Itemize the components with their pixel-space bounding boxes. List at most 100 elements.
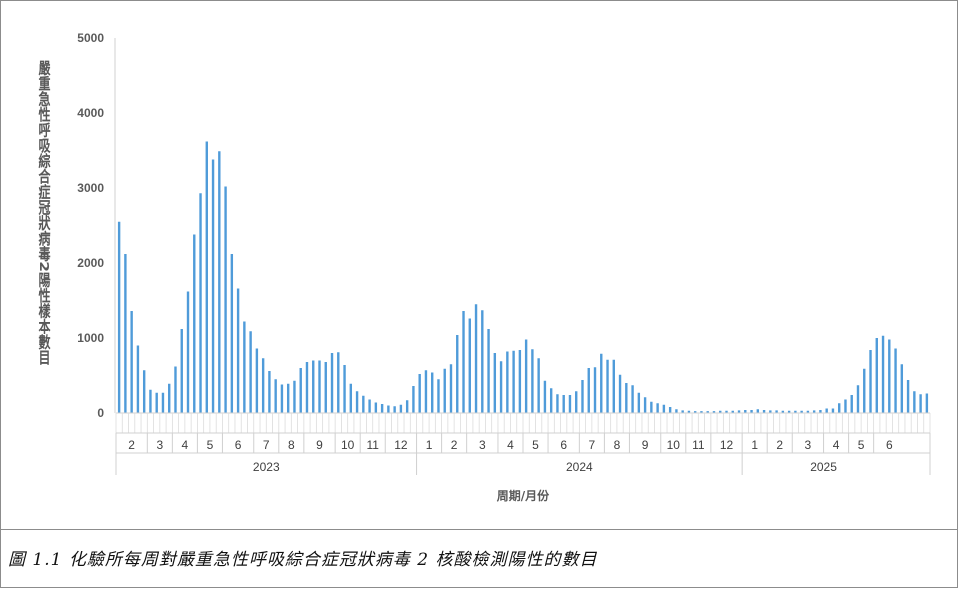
bar <box>825 408 828 413</box>
bar <box>261 358 265 413</box>
bar <box>894 348 897 413</box>
y-axis-label: 嚴重急性呼吸綜合症冠狀病毒2陽性樣本數目 <box>37 59 51 365</box>
bar <box>731 410 734 413</box>
month-tick-label: 2 <box>776 438 783 452</box>
bar <box>437 379 440 413</box>
bar <box>493 353 497 413</box>
bar <box>243 321 246 413</box>
month-tick-label: 6 <box>235 438 242 452</box>
figure-caption: 圖 1.1 化驗所每周對嚴重急性呼吸綜合症冠狀病毒 2 核酸檢測陽性的數目 <box>8 550 598 570</box>
bar <box>537 358 540 413</box>
bar <box>531 349 534 413</box>
bar <box>568 395 572 413</box>
bar <box>130 311 133 413</box>
bar <box>875 338 878 413</box>
bar <box>136 345 140 413</box>
bar <box>900 364 904 413</box>
bar <box>543 380 547 413</box>
bar <box>487 329 490 413</box>
month-tick-label: 4 <box>182 438 189 452</box>
bar <box>750 410 753 413</box>
bar <box>299 368 302 413</box>
bar <box>180 329 183 413</box>
bar <box>249 331 252 413</box>
bar <box>474 304 478 413</box>
y-tick-label: 5000 <box>77 31 104 45</box>
bar <box>693 411 697 414</box>
month-tick-label: 5 <box>207 438 214 452</box>
month-tick-label: 9 <box>642 438 649 452</box>
bar <box>274 379 277 413</box>
y-tick-label: 0 <box>97 406 104 420</box>
bar <box>268 371 271 413</box>
month-tick-label: 12 <box>394 438 408 452</box>
bar <box>762 410 766 413</box>
bar <box>443 368 446 413</box>
year-tick-label: 2024 <box>566 460 593 474</box>
bar <box>600 353 603 413</box>
month-tick-label: 11 <box>366 438 379 452</box>
bar <box>236 288 240 413</box>
bar <box>687 410 691 413</box>
bar <box>581 380 584 413</box>
month-tick-label: 8 <box>614 438 621 452</box>
month-tick-label: 5 <box>532 438 539 452</box>
bar <box>744 410 747 413</box>
bar <box>186 291 190 413</box>
bar <box>205 141 208 413</box>
bar <box>431 372 434 413</box>
bar <box>856 385 860 413</box>
bar <box>675 409 678 413</box>
bar <box>838 403 841 413</box>
bar <box>719 410 722 413</box>
year-tick-label: 2023 <box>253 460 280 474</box>
bar <box>142 370 146 413</box>
month-tick-label: 6 <box>560 438 567 452</box>
bar <box>349 383 353 413</box>
bar <box>399 404 403 413</box>
bar <box>387 405 390 413</box>
bar <box>863 368 866 413</box>
y-tick-label: 4000 <box>77 106 104 120</box>
bar <box>499 361 503 413</box>
bar <box>806 410 810 413</box>
bar <box>712 411 716 414</box>
bar <box>255 348 259 413</box>
bar <box>888 339 891 413</box>
bar <box>668 407 672 413</box>
bar <box>449 364 453 413</box>
month-tick-label: 1 <box>426 438 433 452</box>
bar <box>199 193 202 413</box>
bar <box>906 380 910 413</box>
year-tick-label: 2025 <box>810 460 837 474</box>
bar <box>812 410 816 414</box>
bar <box>775 410 778 414</box>
bar <box>850 395 853 413</box>
bar <box>593 367 597 413</box>
bar <box>662 404 666 413</box>
bar <box>211 159 215 413</box>
bar <box>168 383 171 413</box>
bar <box>650 401 653 413</box>
bar-series <box>117 141 929 414</box>
bar <box>575 391 578 413</box>
bar <box>881 335 885 413</box>
bar <box>631 385 634 413</box>
month-tick-label: 10 <box>341 438 355 452</box>
y-tick-labels: 0 1000 2000 3000 4000 5000 <box>77 31 104 420</box>
month-tick-label: 11 <box>692 438 705 452</box>
bar <box>393 406 396 413</box>
month-tick-label: 2 <box>128 438 135 452</box>
bar <box>380 404 384 413</box>
bar <box>117 221 121 413</box>
bar <box>193 234 196 413</box>
bar <box>230 254 234 413</box>
bar <box>424 370 428 413</box>
bar <box>149 389 152 413</box>
caption-divider <box>1 529 957 530</box>
bar <box>737 410 741 414</box>
bar <box>124 254 127 413</box>
y-tick-label: 3000 <box>77 181 104 195</box>
